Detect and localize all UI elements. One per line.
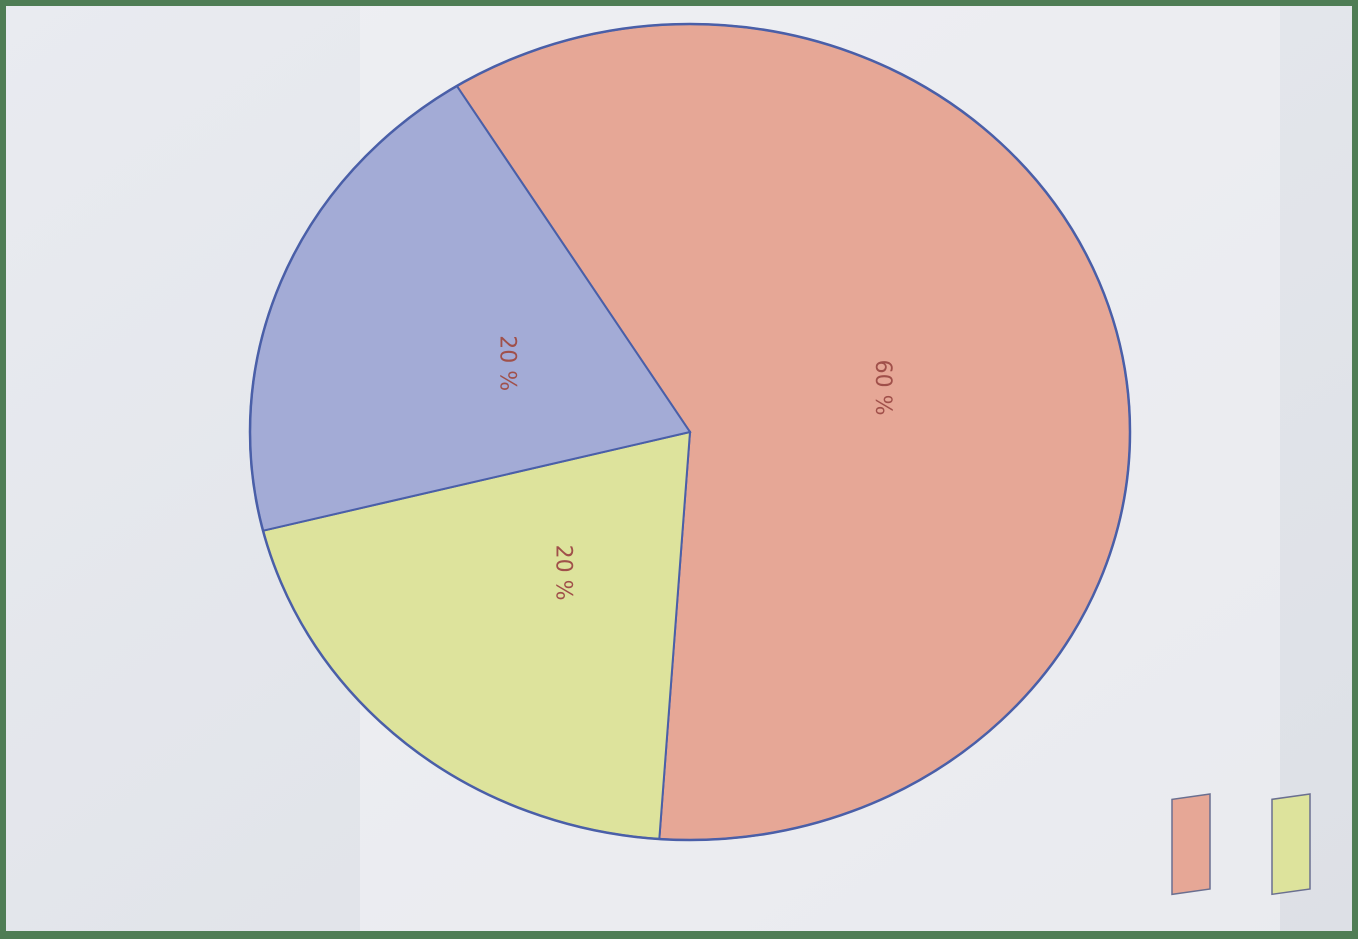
value-label: 20 % bbox=[551, 545, 576, 601]
pie-outline bbox=[248, 22, 1132, 842]
legend-swatch bbox=[1171, 793, 1211, 896]
value-label: 60 % bbox=[870, 360, 895, 416]
value-label: 20 % bbox=[494, 335, 519, 391]
pie: 60 % 20 % 20 % bbox=[248, 22, 1132, 842]
legend-swatch bbox=[1271, 793, 1311, 896]
legend bbox=[1171, 793, 1311, 896]
